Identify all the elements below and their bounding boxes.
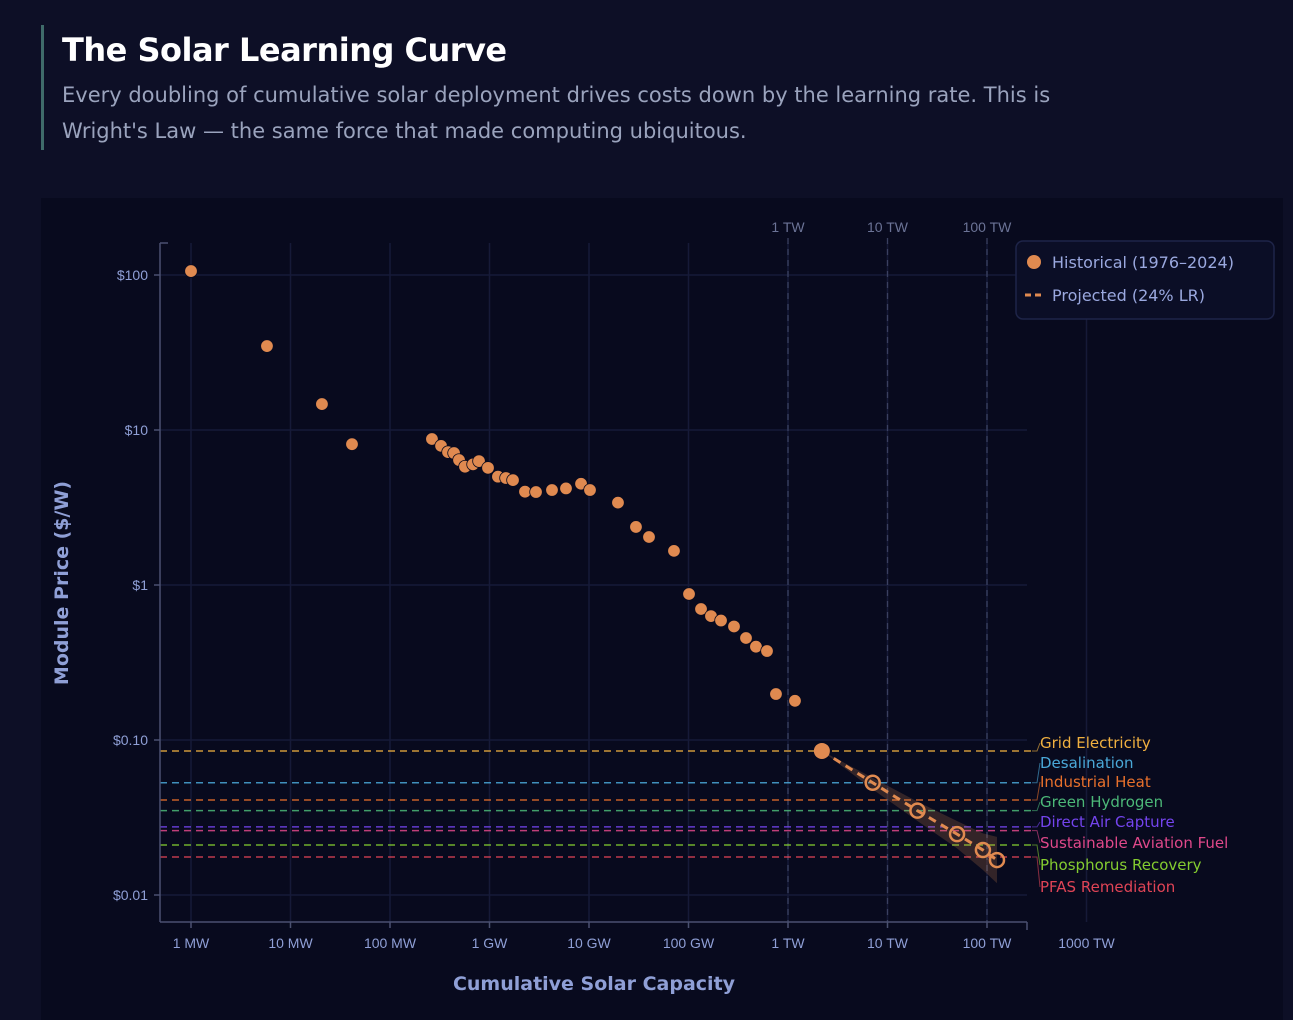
reference-label: Grid Electricity <box>1040 734 1151 752</box>
projection-start-point <box>813 742 830 759</box>
historical-point <box>739 631 753 645</box>
x-tick-label: 10 GW <box>567 935 611 951</box>
axes: 1 MW 10 MW 100 MW 1 GW 10 GW 100 GW 1 TW 10 TW 1… <box>113 242 1116 951</box>
reference-leader <box>1032 742 1041 752</box>
projection-point <box>909 802 926 819</box>
historical-point <box>184 264 198 278</box>
reference-label: Direct Air Capture <box>1040 813 1175 831</box>
historical-point <box>583 483 597 497</box>
x-axis-label: Cumulative Solar Capacity <box>453 973 736 995</box>
reference-label: Phosphorus Recovery <box>1040 856 1202 874</box>
historical-point <box>682 587 696 601</box>
reference-leader <box>1032 801 1041 812</box>
x-tick-label: 10 TW <box>867 935 909 951</box>
historical-point <box>472 454 486 468</box>
historical-point <box>788 694 802 708</box>
historical-point <box>642 530 656 544</box>
projection-band <box>821 750 997 884</box>
y-tick-label: $10 <box>125 422 149 438</box>
page-title: The Solar Learning Curve <box>62 31 507 69</box>
y-tick-label: $0.10 <box>113 732 148 748</box>
x-tick-label: 1 TW <box>771 935 805 951</box>
reference-leader <box>1032 781 1041 801</box>
header: The Solar Learning Curve Every doubling … <box>41 25 1062 150</box>
grid: 1 TW 10 TW 100 TW <box>160 219 1088 922</box>
historical-point <box>694 602 708 616</box>
projection-point <box>864 774 881 791</box>
x-tick-label: 100 MW <box>364 935 417 951</box>
projection-point <box>948 825 966 843</box>
historical-point <box>611 495 625 510</box>
reference-label: Sustainable Aviation Fuel <box>1040 834 1228 852</box>
historical-point <box>760 644 774 658</box>
tw-marker-label: 10 TW <box>867 219 909 235</box>
historical-point <box>260 339 274 353</box>
y-axis-label: Module Price ($/W) <box>51 481 73 685</box>
historical-point <box>629 520 643 534</box>
x-tick-label: 1 MW <box>173 935 210 951</box>
legend-historical-label: Historical (1976–2024) <box>1052 253 1234 272</box>
chart-panel <box>41 198 1283 1020</box>
historical-point <box>545 483 559 497</box>
reference-leader <box>1032 762 1041 784</box>
y-tick-label: $1 <box>132 577 148 593</box>
historical-point <box>315 397 329 411</box>
historical-point <box>727 619 741 634</box>
historical-point <box>506 473 520 487</box>
historical-point <box>345 437 359 451</box>
tw-marker-label: 1 TW <box>771 219 805 235</box>
historical-point <box>769 687 783 701</box>
historical-point <box>481 461 495 475</box>
legend-historical-marker <box>1027 255 1041 269</box>
projection <box>813 742 1006 884</box>
historical-points <box>184 264 802 708</box>
legend-projected-label: Projected (24% LR) <box>1052 286 1205 305</box>
reference-leader <box>1032 830 1041 844</box>
historical-point <box>714 613 728 628</box>
projection-point <box>974 841 992 859</box>
x-tick-label: 100 TW <box>963 935 1013 951</box>
x-tick-label: 1000 TW <box>1058 935 1115 951</box>
y-tick-label: $100 <box>117 267 148 283</box>
reference-label: Industrial Heat <box>1040 773 1151 791</box>
x-tick-label: 1 GW <box>472 935 509 951</box>
tw-marker-label: 100 TW <box>963 219 1013 235</box>
reference-leader <box>1032 844 1041 866</box>
historical-point <box>559 481 573 496</box>
y-tick-label: $0.01 <box>113 887 148 903</box>
legend: Historical (1976–2024) Projected (24% LR… <box>1015 240 1275 320</box>
reference-label: PFAS Remediation <box>1040 878 1175 896</box>
reference-leader <box>1032 821 1041 828</box>
reference-label: Green Hydrogen <box>1040 793 1163 811</box>
x-tick-label: 100 GW <box>663 935 715 951</box>
historical-point <box>667 544 681 558</box>
reference-leader <box>1032 856 1041 888</box>
x-tick-label: 10 MW <box>268 935 313 951</box>
reference-label: Desalination <box>1040 754 1134 772</box>
historical-point <box>425 432 439 446</box>
page-subtitle: Every doubling of cumulative solar deplo… <box>62 83 1051 143</box>
projection-line <box>821 749 998 862</box>
projection-point <box>988 851 1006 869</box>
historical-point <box>529 485 543 499</box>
